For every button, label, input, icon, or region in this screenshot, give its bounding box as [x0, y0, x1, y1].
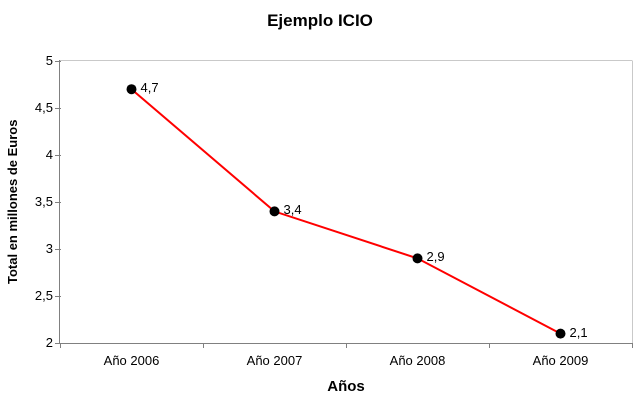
- data-point-label: 2,1: [569, 324, 588, 340]
- y-tick-label: 3,5: [34, 194, 53, 209]
- x-tick-label: Año 2009: [532, 353, 589, 368]
- y-tick-label: 5: [45, 53, 53, 68]
- chart-title: Ejemplo ICIO: [267, 11, 373, 30]
- y-tick-label: 2,5: [34, 288, 53, 303]
- data-point: [555, 328, 566, 339]
- line-series: [130, 88, 561, 335]
- data-point: [126, 84, 137, 95]
- x-axis-title: Años: [327, 378, 365, 395]
- data-point: [269, 206, 280, 217]
- y-tick-label: 2: [45, 335, 53, 350]
- data-point-label: 2,9: [426, 249, 445, 265]
- x-tick-label: Año 2008: [389, 353, 446, 368]
- y-tick-label: 3: [45, 241, 53, 256]
- data-point: [412, 253, 423, 264]
- y-tick-label: 4,5: [34, 100, 53, 115]
- data-point-label: 4,7: [140, 80, 159, 96]
- y-tick-label: 4: [45, 147, 53, 162]
- x-tick-label: Año 2007: [246, 353, 303, 368]
- x-tick-label: Año 2006: [103, 353, 160, 368]
- data-point-label: 3,4: [283, 202, 302, 218]
